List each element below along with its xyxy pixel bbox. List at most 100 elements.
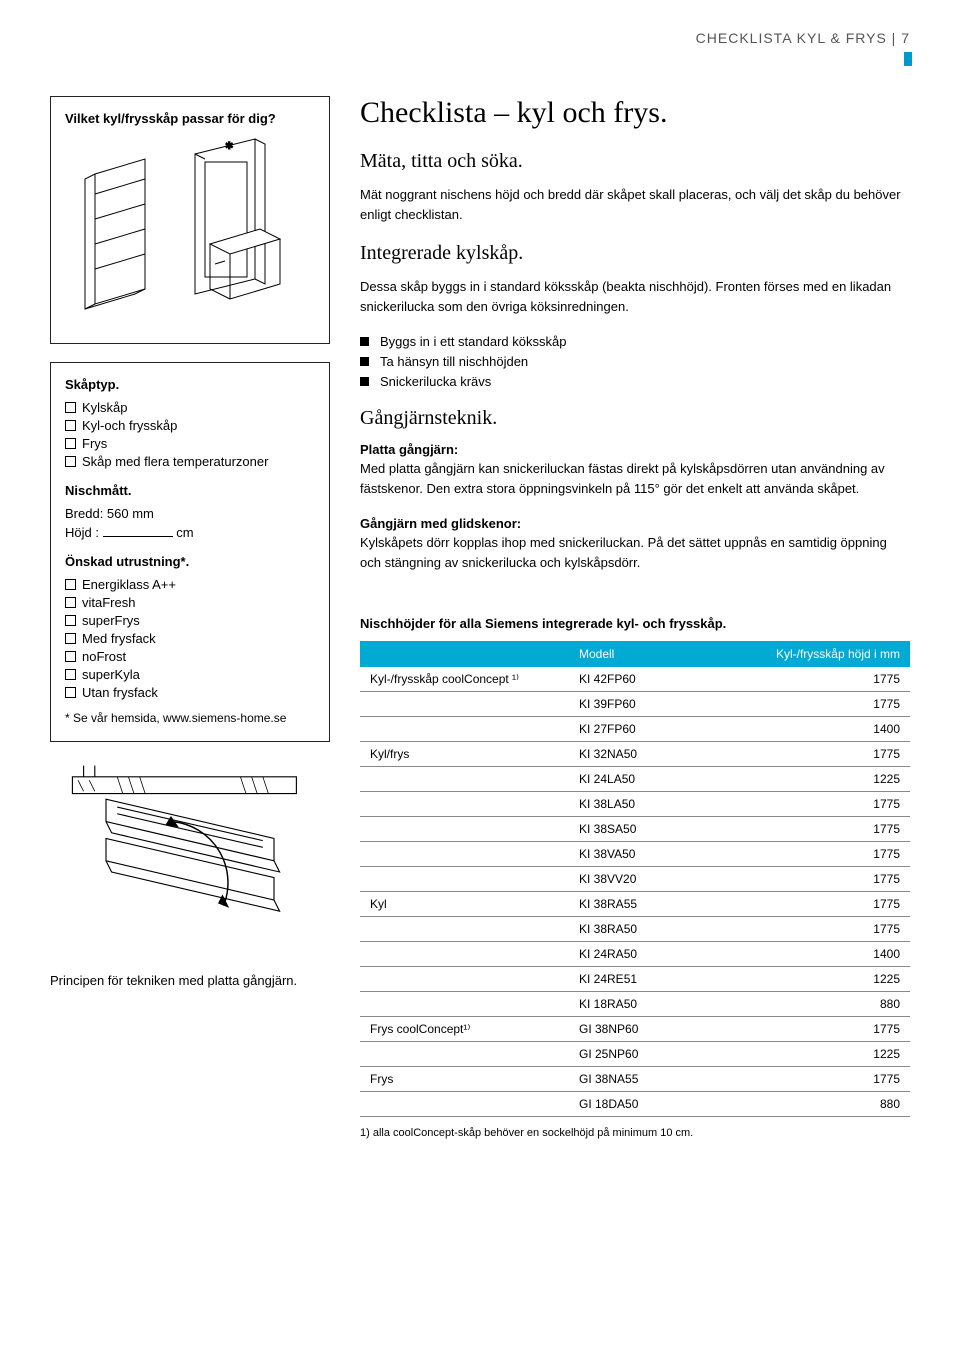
cabinet-diagram: ✱: [65, 134, 315, 314]
checkbox-icon[interactable]: [65, 456, 76, 467]
checkbox-icon[interactable]: [65, 633, 76, 644]
cell-category: [360, 917, 569, 942]
table-row: Frys coolConcept¹⁾GI 38NP601775: [360, 1017, 910, 1042]
nisch-bredd: Bredd: 560 mm: [65, 506, 315, 521]
table-row: Kyl-/frysskåp coolConcept ¹⁾KI 42FP60177…: [360, 667, 910, 692]
cell-model: KI 18RA50: [569, 992, 745, 1017]
checkbox-icon[interactable]: [65, 615, 76, 626]
platta-title: Platta gångjärn:: [360, 442, 910, 457]
p2: Dessa skåp byggs in i standard köksskåp …: [360, 277, 910, 316]
sub-mata: Mäta, titta och söka.: [360, 150, 910, 173]
table-row: GI 25NP601225: [360, 1042, 910, 1067]
cell-height: 1225: [745, 767, 910, 792]
checkbox-icon[interactable]: [65, 669, 76, 680]
skaptyp-item: Kyl-och frysskåp: [65, 418, 315, 433]
cell-category: Frys coolConcept¹⁾: [360, 1017, 569, 1042]
svg-text:✱: ✱: [225, 141, 233, 152]
sub-gangjarn: Gångjärnsteknik.: [360, 407, 910, 430]
page-header: CHECKLISTA KYL & FRYS | 7: [50, 30, 910, 46]
skaptyp-label: Skåp med flera temperaturzoner: [82, 454, 268, 469]
skaptyp-label: Kyl-och frysskåp: [82, 418, 177, 433]
table-row: KI 38LA501775: [360, 792, 910, 817]
cell-category: [360, 1092, 569, 1117]
main-title: Checklista – kyl och frys.: [360, 96, 910, 130]
cell-height: 880: [745, 1092, 910, 1117]
nisch-hojd-label: Höjd :: [65, 525, 99, 540]
table-row: KI 27FP601400: [360, 717, 910, 742]
cell-category: [360, 767, 569, 792]
cell-category: [360, 792, 569, 817]
nisch-hojd-unit: cm: [176, 525, 193, 540]
cell-height: 1775: [745, 692, 910, 717]
cell-category: [360, 867, 569, 892]
glid-text: Kylskåpets dörr kopplas ihop med snicker…: [360, 533, 910, 572]
utrust-label: superFrys: [82, 613, 140, 628]
cell-category: [360, 717, 569, 742]
cell-model: GI 25NP60: [569, 1042, 745, 1067]
cell-category: [360, 1042, 569, 1067]
nisch-hojd-input[interactable]: [103, 525, 173, 537]
checkbox-icon[interactable]: [65, 579, 76, 590]
skaptyp-title: Skåptyp.: [65, 377, 315, 392]
table-row: KI 38RA501775: [360, 917, 910, 942]
cell-height: 1775: [745, 892, 910, 917]
cell-model: KI 24RA50: [569, 942, 745, 967]
th-cat: [360, 641, 569, 667]
cell-category: [360, 817, 569, 842]
table-row: KI 24RA501400: [360, 942, 910, 967]
cell-model: KI 42FP60: [569, 667, 745, 692]
table-row: KI 24RE511225: [360, 967, 910, 992]
cell-category: [360, 692, 569, 717]
checkbox-icon[interactable]: [65, 687, 76, 698]
table-row: KI 18RA50880: [360, 992, 910, 1017]
checkbox-icon[interactable]: [65, 651, 76, 662]
cell-height: 1775: [745, 867, 910, 892]
table-footnote: 1) alla coolConcept-skåp behöver en sock…: [360, 1127, 910, 1139]
checkbox-icon[interactable]: [65, 402, 76, 413]
th-height: Kyl-/frysskåp höjd i mm: [745, 641, 910, 667]
cell-category: [360, 942, 569, 967]
sub-integrerade: Integrerade kylskåp.: [360, 242, 910, 265]
cell-model: KI 24RE51: [569, 967, 745, 992]
cell-height: 1225: [745, 967, 910, 992]
utrust-title: Önskad utrustning*.: [65, 554, 315, 569]
cell-category: Kyl: [360, 892, 569, 917]
right-column: Checklista – kyl och frys. Mäta, titta o…: [360, 96, 910, 1139]
utrust-item: superKyla: [65, 667, 315, 682]
cell-model: KI 38VV20: [569, 867, 745, 892]
cell-model: GI 18DA50: [569, 1092, 745, 1117]
cell-category: [360, 992, 569, 1017]
utrust-label: Utan frysfack: [82, 685, 158, 700]
cell-height: 1775: [745, 792, 910, 817]
cell-height: 1225: [745, 1042, 910, 1067]
utrust-item: superFrys: [65, 613, 315, 628]
table-row: Kyl/frysKI 32NA501775: [360, 742, 910, 767]
table-row: KylKI 38RA551775: [360, 892, 910, 917]
table-row: KI 38VA501775: [360, 842, 910, 867]
cell-category: Kyl/frys: [360, 742, 569, 767]
bullet-list: Byggs in i ett standard köksskåpTa hänsy…: [360, 334, 910, 389]
utrust-item: vitaFresh: [65, 595, 315, 610]
checkbox-icon[interactable]: [65, 597, 76, 608]
cell-model: GI 38NA55: [569, 1067, 745, 1092]
cell-height: 1400: [745, 942, 910, 967]
cell-model: KI 38LA50: [569, 792, 745, 817]
cell-height: 1775: [745, 817, 910, 842]
cell-model: KI 24LA50: [569, 767, 745, 792]
cell-height: 880: [745, 992, 910, 1017]
table-title: Nischhöjder för alla Siemens integrerade…: [360, 616, 910, 631]
platta-text: Med platta gångjärn kan snickeriluckan f…: [360, 459, 910, 498]
cell-model: KI 27FP60: [569, 717, 745, 742]
hinge-diagram: [50, 760, 330, 950]
checkbox-icon[interactable]: [65, 438, 76, 449]
checkbox-icon[interactable]: [65, 420, 76, 431]
skaptyp-item: Frys: [65, 436, 315, 451]
cell-model: KI 38RA50: [569, 917, 745, 942]
glid-title: Gångjärn med glidskenor:: [360, 516, 910, 531]
hemsida-text: * Se vår hemsida, www.siemens-home.se: [65, 710, 315, 727]
bullet-item: Snickerilucka krävs: [360, 374, 910, 389]
question-title: Vilket kyl/frysskåp passar för dig?: [65, 111, 315, 126]
height-table: Modell Kyl-/frysskåp höjd i mm Kyl-/frys…: [360, 641, 910, 1117]
cell-category: [360, 842, 569, 867]
cell-height: 1775: [745, 1067, 910, 1092]
